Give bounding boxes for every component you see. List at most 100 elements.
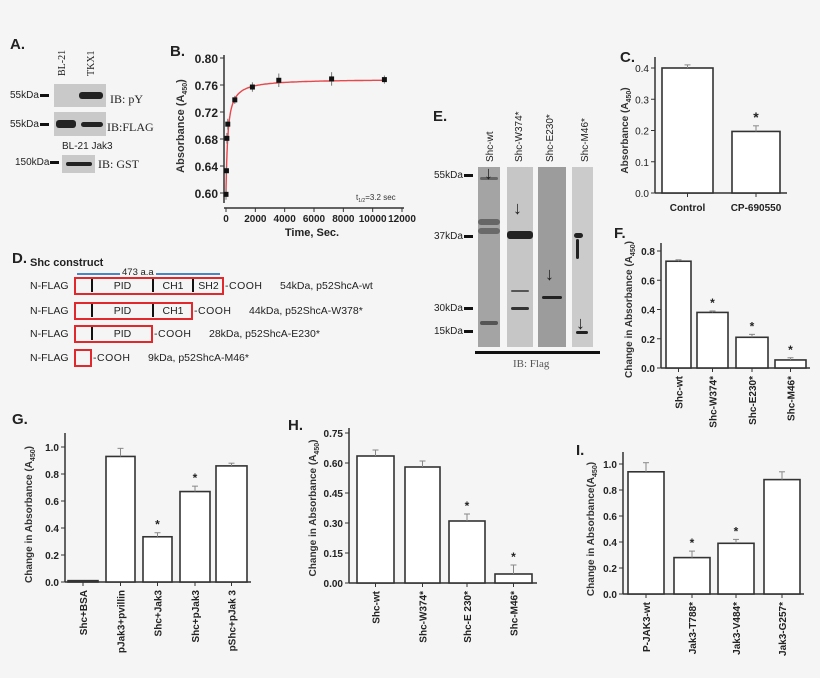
x-tick-label: pShc+pJak 3 [228,590,239,652]
ib-label: IB: pY [110,92,143,106]
y-tick-label: 0.2 [641,335,655,346]
marker-label: 15kDa [434,326,473,337]
y-tick-label: 0.0 [45,578,59,589]
significance-asterisk: * [750,319,755,333]
x-tick-label: Shc-wt [372,590,383,623]
ylabel-part: Change in Absorbance (A [308,455,319,577]
y-tick-label: 0.4 [603,538,617,549]
x-tick-label: 0 [223,214,229,225]
ib-label: IB: GST [98,157,140,171]
y-tick-label: 0.4 [45,524,59,535]
data-point [381,77,387,83]
ylabel-part: Change in Absorbance (A [24,461,35,583]
construct-row: N-FLAG PID CH1 SH2 -COOH 54kDa, p52ShcA-wt [30,277,430,295]
x-tick-label: CP-690550 [731,203,782,214]
x-tick-label: Jak3-V484* [732,602,743,655]
bar [661,67,714,194]
y-tick-label: 0.68 [195,133,219,147]
ylabel-part: ) [586,462,597,465]
ylabel-part: Absorbance (A [175,95,187,173]
cooh-label: -COOH [93,352,131,364]
x-tick-label: Jak3-G257* [778,602,789,656]
x-tick-label: Shc+pJak3 [191,590,202,643]
y-tick-label: 0.45 [324,489,344,500]
y-tick-label: 0.0 [635,189,649,200]
construct-row: N-FLAG PID CH1 -COOH 44kDa, p52ShcA-W378* [30,302,430,320]
x-tick-label: 4000 [274,214,297,225]
bar [404,466,441,584]
domain-divider [91,304,93,317]
ib-label: IB:FLAG [107,120,154,134]
domain-label: CH1 [162,305,184,317]
y-tick-label: 0.00 [324,579,344,590]
construct-row: N-FLAG -COOH 9kDa, p52ShcA-M46* [30,349,430,367]
panel-label: F. [614,225,626,242]
construct-description: 44kDa, p52ShcA-W378* [249,305,363,317]
marker-label: 37kDa [434,231,473,242]
bar [179,490,211,583]
bar [448,520,486,584]
significance-asterisk: * [734,524,739,538]
y-tick-label: 0.8 [45,470,59,481]
domain-divider [152,279,154,292]
x-tick-label: 2000 [244,214,267,225]
blot-flag [54,112,106,136]
y-tick-label: 0.64 [195,160,219,174]
construct-box [74,302,193,320]
blot-gst [62,155,95,173]
ylabel-part: ) [620,87,631,90]
domain-label: SH2 [198,280,219,292]
cooh-label: -COOH [194,305,232,317]
bar [665,260,692,369]
y-axis-label: Change in Absorbance (A450) [24,446,37,583]
data-point [249,84,255,90]
bar [696,311,729,369]
ylabel-part: 450 [630,244,637,256]
marker-label: 150kDa [15,157,59,168]
ylabel-part: Absorbance (A [620,102,631,173]
blot-py [54,84,106,107]
ylabel-part: ) [175,79,187,83]
significance-asterisk: * [155,518,160,532]
bar [67,579,99,583]
x-tick-label: Control [670,203,706,214]
x-tick-label: 10000 [359,214,387,225]
y-axis-label: Absorbance (A450) [175,79,189,173]
bar [763,478,801,595]
blot-lane-shc-m46 [572,167,593,347]
ylabel-part: 450 [626,91,633,103]
y-axis-label: Change in Absorbance(A450) [586,462,599,596]
y-tick-label: 0.4 [641,306,655,317]
bar [627,470,665,595]
bar [215,465,248,583]
data-point [223,168,229,174]
ylabel-part: Change in Absorbance(A [586,477,597,596]
domain-label: PID [113,280,132,292]
y-tick-label: 0.6 [603,512,617,523]
y-tick-label: 0.6 [45,497,59,508]
arrow-down-icon: ↓ [545,264,554,284]
y-tick-label: 1.0 [45,443,59,454]
y-tick-label: 0.2 [635,127,649,138]
y-tick-label: 0.15 [324,549,344,560]
ylabel-part: 450 [592,465,599,477]
x-tick-label: Shc+BSA [79,590,90,635]
bar [142,535,173,583]
bar [356,455,395,584]
construct-box [74,349,92,367]
panel-label: I. [576,442,584,459]
ylabel-part: ) [24,446,35,449]
y-tick-label: 0.75 [324,429,344,440]
significance-asterisk: * [690,536,695,550]
y-tick-label: 0.6 [641,276,655,287]
data-point [223,191,229,197]
y-tick-label: 0.72 [195,106,219,120]
marker-label: 55kDa [10,119,49,130]
ylabel-part: 450 [314,443,321,455]
x-tick-label: pJak3+pvillin [117,590,128,653]
n-flag-label: N-FLAG [30,280,69,292]
blot-lane-shc-w374 [507,167,533,347]
blot-lane-shc-wt [478,167,500,347]
marker-label: 55kDa [10,90,49,101]
marker-label: 30kDa [434,303,473,314]
